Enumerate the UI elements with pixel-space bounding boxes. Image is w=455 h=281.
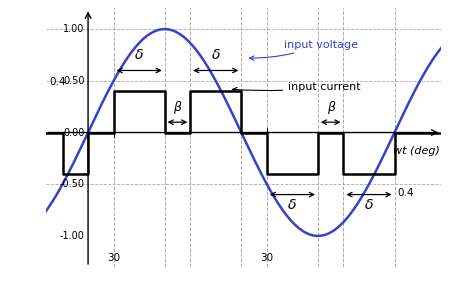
Text: δ: δ — [365, 198, 373, 212]
Text: 1.00: 1.00 — [63, 24, 85, 34]
Text: β: β — [173, 101, 182, 114]
Text: -1.00: -1.00 — [60, 231, 85, 241]
Text: 0.00: 0.00 — [63, 128, 85, 137]
Text: δ: δ — [135, 48, 143, 62]
Text: 0.50: 0.50 — [63, 76, 85, 86]
Text: 0.4: 0.4 — [49, 77, 66, 87]
Text: δ: δ — [212, 48, 220, 62]
Text: wt (deg): wt (deg) — [393, 146, 440, 156]
Text: 30: 30 — [107, 253, 120, 263]
Text: input current: input current — [233, 82, 361, 92]
Text: input voltage: input voltage — [250, 40, 358, 60]
Text: 30: 30 — [260, 253, 273, 263]
Text: -0.50: -0.50 — [60, 179, 85, 189]
Text: 0.4: 0.4 — [397, 188, 414, 198]
Text: δ: δ — [288, 198, 297, 212]
Text: β: β — [327, 101, 335, 114]
